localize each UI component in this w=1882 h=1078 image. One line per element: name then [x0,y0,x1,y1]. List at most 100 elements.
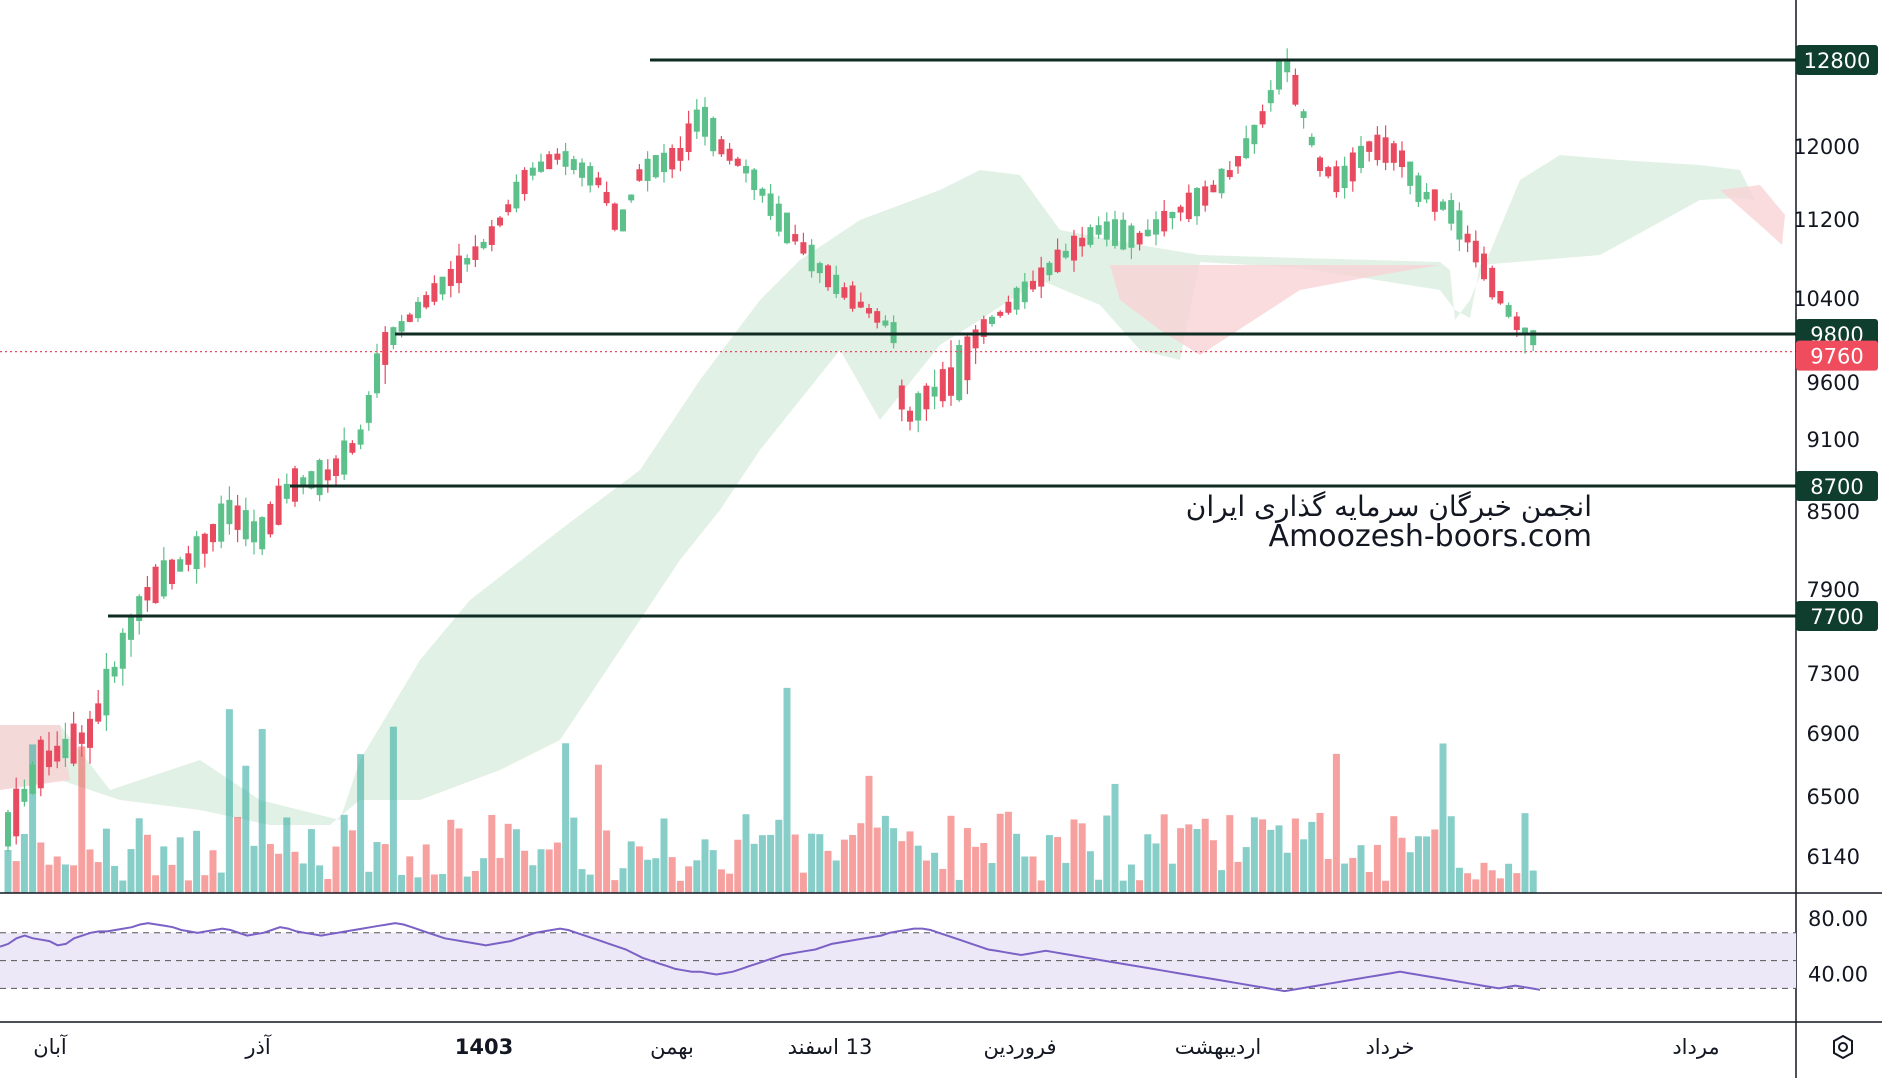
candle-body [915,393,922,421]
candle-body [234,505,241,530]
candle-body [1030,280,1036,290]
volume-bar [1242,847,1250,893]
volume-bar [1095,879,1103,893]
candle-body [456,255,462,284]
volume-bar [406,856,414,893]
volume-bar [447,819,455,893]
time-axis[interactable]: آبان آذر 1403 بهمن 13 اسفند فروردین اردیبهشت خر… [33,1034,1719,1059]
volume-bar [389,726,397,893]
volume-bar [250,845,258,893]
volume-bar [750,843,758,893]
candle-body [464,258,471,265]
volume-bar [29,744,37,893]
volume-bar [283,817,291,893]
candle-body [5,812,11,847]
volume-bar [1013,833,1021,893]
candle-body [1194,188,1200,217]
candle-body [521,169,528,195]
volume-bar [1341,863,1349,893]
candle-body [980,319,987,337]
volume-bar [1259,819,1267,893]
price-tick-label: 7900 [1807,578,1860,602]
price-tick-label: 12000 [1793,135,1860,159]
volume-bar [1177,828,1185,893]
settings-icon[interactable] [1830,1034,1856,1060]
candle-body [1013,287,1020,310]
candle-body [1399,150,1405,168]
volume-bar [758,835,766,893]
candle-body [1185,192,1192,220]
price-tick-label: 9600 [1807,371,1860,395]
candle-body [169,559,175,584]
volume-bar [1316,812,1324,893]
volume-bar [1119,880,1127,893]
volume-bar [1218,870,1226,893]
candle-body [882,320,889,326]
time-tick-label: 1403 [455,1035,513,1059]
volume-bar [504,823,512,893]
volume-bar [1127,864,1135,893]
candle-body [751,169,758,191]
candle-body [406,314,413,322]
volume-bar [1529,870,1537,893]
candle-body [734,158,741,166]
volume-bar [1464,873,1472,893]
volume-bar [463,876,471,893]
candle-body [341,440,348,475]
volume-bar [808,833,816,893]
candle-body [497,217,503,226]
volume-bar [562,743,570,893]
candle-body [923,385,930,410]
candle-body [702,106,708,137]
volume-bar [381,844,389,893]
volume-bar [480,858,488,893]
candle-body [218,503,225,542]
candle-body [907,410,913,422]
volume-bar [1283,852,1291,893]
volume-bar [635,846,643,893]
watermark-url: Amoozesh-boors.com [1268,519,1592,555]
candle-body [857,301,864,308]
candle-body [1169,211,1176,219]
volume-bar [717,869,725,893]
candle-body [1038,267,1045,287]
volume-bar [1472,879,1480,893]
price-label-text: 7700 [1810,605,1863,629]
candle-body [267,503,274,535]
candle-body [1251,124,1258,145]
volume-bar [1447,816,1455,893]
volume-bar [217,872,225,893]
candle-body [784,212,790,244]
cloud-red-right [1720,185,1785,245]
volume-bar [865,775,873,893]
candle-body [439,276,446,295]
candle-body [1431,189,1438,212]
volume-bar [414,877,422,893]
volume-bar [20,833,28,893]
candle-body [1415,175,1422,202]
candle-body [1292,74,1299,105]
volume-bar [365,871,373,893]
candle-body [1005,301,1012,313]
volume-bar [816,834,824,893]
volume-bar [1357,845,1365,893]
volume-bar [1209,840,1217,893]
rsi-tick-label: 80.00 [1808,907,1868,931]
volume-bar [996,813,1004,893]
volume-bar [234,816,242,893]
candle-body [374,353,380,394]
volume-bar [430,874,438,893]
horizontal-levels[interactable] [0,58,1796,618]
price-label-badge [1796,340,1878,371]
price-axis[interactable]: 12800 12000 11200 10400 9600 9100 8500 7900 7300… [1793,45,1878,869]
volume-bar [1349,857,1357,893]
volume-bar [594,764,602,893]
candle-body [1497,291,1504,304]
candle-body [1235,156,1241,167]
volume-bar [1267,829,1275,893]
price-label-text: 9760 [1810,345,1863,369]
candle-body [587,166,594,186]
candle-body [1153,219,1159,235]
candle-body [529,167,536,176]
